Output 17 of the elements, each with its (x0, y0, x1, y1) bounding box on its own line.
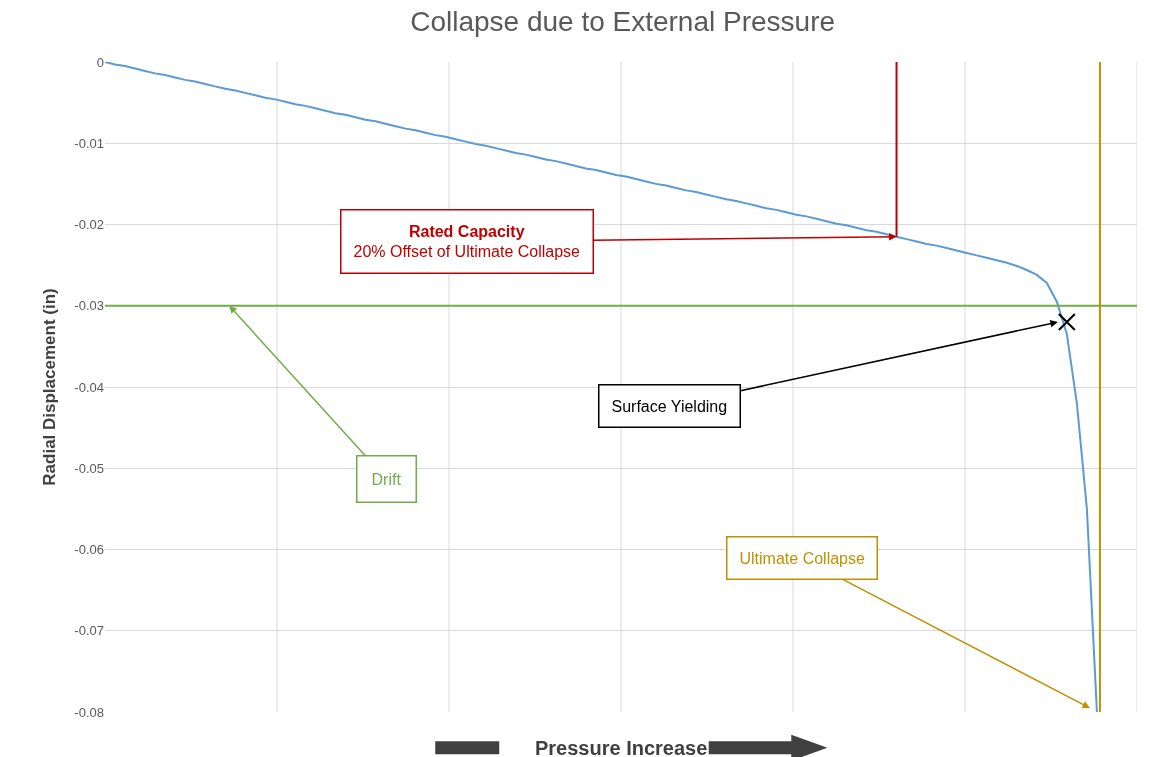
ref-line-label: Drift (371, 470, 402, 488)
y-tick-label: -0.04 (74, 379, 104, 395)
x-axis-title: Pressure Increase (535, 737, 708, 757)
y-axis-title: Radial Displacement (in) (39, 288, 59, 486)
line-series (105, 62, 1098, 712)
annotation: Surface Yielding (611, 397, 728, 415)
y-tick-label: 0 (96, 54, 104, 70)
y-tick-label: -0.07 (74, 623, 104, 639)
annotation: Ultimate Collapse (739, 549, 865, 567)
y-tick-label: -0.02 (74, 217, 104, 233)
chart-title: Collapse due to External Pressure (410, 5, 836, 37)
y-tick-label: -0.03 (74, 298, 104, 314)
y-tick-label: -0.06 (74, 542, 104, 558)
annotation: Rated Capacity 20% Offset of Ultimate Collapse (353, 222, 581, 261)
y-tick-label: -0.05 (74, 460, 104, 476)
y-tick-label: -0.01 (74, 135, 104, 151)
y-tick-label: -0.08 (74, 704, 104, 720)
